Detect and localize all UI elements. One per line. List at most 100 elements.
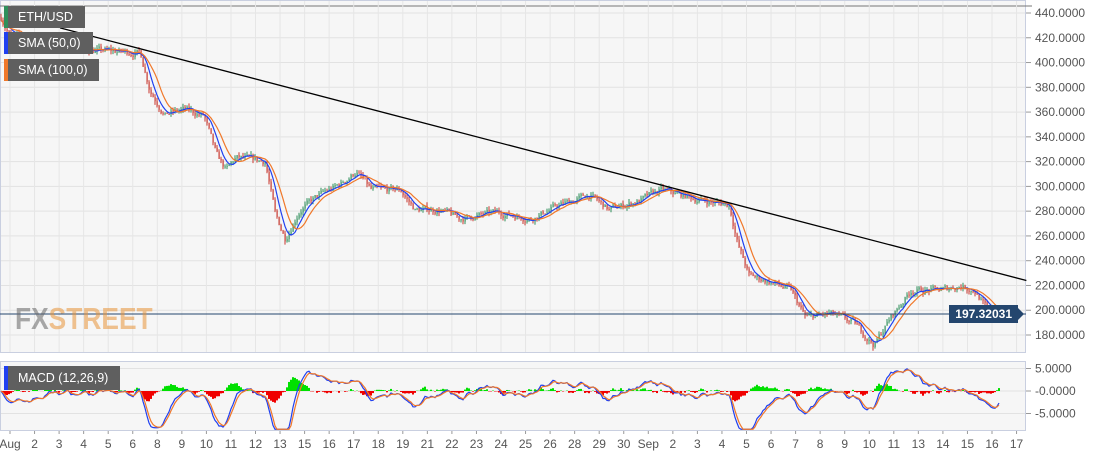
macd-histogram-bar [266,391,268,396]
candle-up [900,305,902,308]
time-tick-label: 22 [445,437,459,451]
main-panel [0,0,1026,353]
macd-histogram-bar [324,391,326,393]
macd-histogram-bar [452,391,454,393]
candle-down [730,205,732,216]
legend-sma100[interactable]: SMA (100,0) [4,59,100,81]
macd-histogram-bar [250,390,252,391]
candle-up [186,106,188,109]
macd-histogram-bar [294,377,296,391]
candle-down [448,208,450,211]
candle-down [154,97,156,102]
candle-up [116,52,118,54]
macd-histogram-bar [262,391,264,393]
candle-down [740,247,742,251]
macd-histogram-bar [74,391,76,392]
candle-down [284,233,286,242]
legend-macd[interactable]: MACD (12,26,9) [4,366,121,390]
candle-up [756,275,758,277]
candle-up [944,285,946,288]
macd-histogram-bar [602,391,604,396]
candle-down [778,283,780,286]
candle-down [192,109,194,113]
candle-up [814,316,816,318]
macd-histogram-bar [702,389,704,391]
macd-histogram-bar [610,390,612,391]
candle-down [524,221,526,223]
macd-histogram-bar [288,381,290,391]
candle-down [386,187,388,192]
macd-histogram-bar [330,391,332,394]
macd-histogram-bar [588,391,590,394]
macd-histogram-bar [662,391,664,392]
macd-histogram-bar [232,383,234,391]
candle-up [918,287,920,290]
macd-histogram-bar [24,391,26,392]
macd-histogram-bar [426,389,428,391]
macd-histogram-bar [622,390,624,391]
candle-down [734,226,736,234]
macd-histogram-bar [484,390,486,391]
candle-up [112,50,114,52]
candle-up [888,320,890,322]
candle-down [274,199,276,211]
macd-histogram-bar [996,390,998,391]
candle-down [156,101,158,106]
macd-histogram-bar [88,391,90,394]
macd-histogram-bar [654,391,656,392]
candle-up [686,194,688,198]
macd-histogram-bar [498,391,500,393]
candle-down [796,295,798,303]
macd-histogram-bar [454,391,456,393]
candle-down [272,189,274,200]
time-tick-label: 28 [568,437,582,451]
candle-down [418,208,420,212]
macd-histogram-bar [86,391,88,392]
macd-histogram-bar [326,391,328,394]
time-tick-label: 19 [396,437,410,451]
macd-histogram-bar [372,391,374,394]
time-tick-label: 6 [768,437,775,451]
candle-down [856,323,858,325]
macd-histogram-bar [554,390,556,391]
time-tick-label: 2 [670,437,677,451]
candle-down [168,114,170,116]
candle-down [554,204,556,206]
macd-histogram-bar [212,391,214,399]
time-tick-label: 3 [56,437,63,451]
macd-histogram-bar [172,385,174,391]
candle-up [374,185,376,188]
candle-down [742,250,744,258]
candle-down [216,147,218,152]
candle-up [884,325,886,333]
candle-down [720,202,722,205]
macd-histogram-bar [810,387,812,391]
symbol-swatch [4,6,8,28]
candle-down [266,163,268,172]
candle-down [706,200,708,205]
macd-histogram-bar [296,379,298,391]
macd-histogram-bar [614,389,616,391]
macd-histogram-bar [6,391,8,396]
macd-histogram-bar [540,387,542,391]
watermark-fx: FX [15,301,49,336]
candle-up [136,49,138,53]
candle-up [886,321,888,326]
macd-histogram-bar [132,391,134,393]
macd-histogram-bar [380,389,382,391]
candle-up [294,222,296,226]
macd-histogram-bar [800,391,802,395]
macd-histogram-bar [824,388,826,391]
legend-sma50[interactable]: SMA (50,0) [4,32,93,54]
candle-up [134,52,136,57]
macd-histogram-bar [278,391,280,399]
candle-down [434,212,436,214]
candle-up [516,216,518,220]
candle-up [890,314,892,321]
macd-histogram-bar [520,391,522,392]
macd-histogram-bar [984,391,986,393]
candle-up [924,290,926,294]
legend-symbol[interactable]: ETH/USD [4,6,85,28]
macd-tick-label: -0.0000 [1035,384,1076,398]
